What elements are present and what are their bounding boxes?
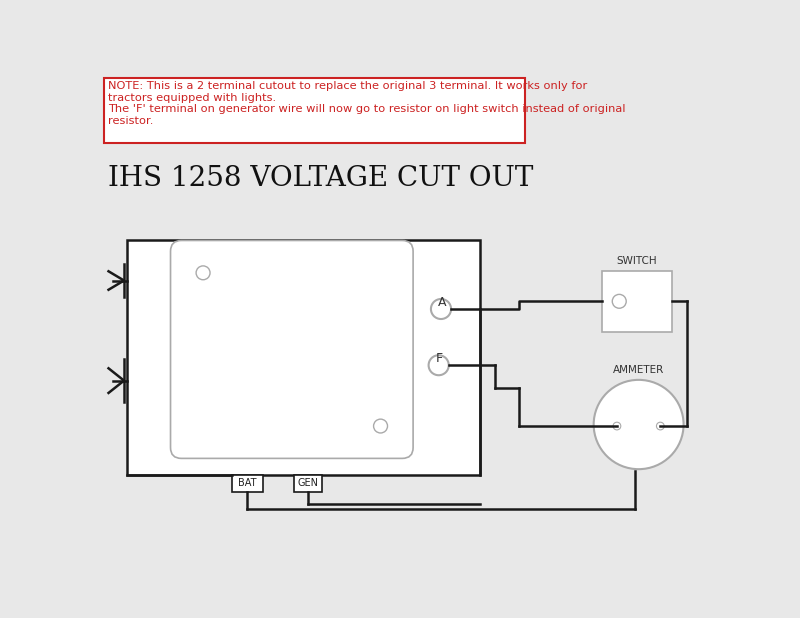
Circle shape xyxy=(431,299,451,319)
Text: SWITCH: SWITCH xyxy=(617,256,658,266)
Bar xyxy=(602,271,672,332)
Text: A: A xyxy=(438,296,446,309)
Text: BAT: BAT xyxy=(238,478,257,488)
Text: F: F xyxy=(435,352,442,365)
FancyBboxPatch shape xyxy=(170,240,413,459)
Circle shape xyxy=(657,422,664,430)
Bar xyxy=(104,78,525,143)
Circle shape xyxy=(594,380,683,469)
Circle shape xyxy=(374,419,387,433)
Circle shape xyxy=(613,422,621,430)
Circle shape xyxy=(612,294,626,308)
Text: AMMETER: AMMETER xyxy=(613,365,664,375)
Circle shape xyxy=(429,355,449,375)
Circle shape xyxy=(196,266,210,280)
Text: NOTE: This is a 2 terminal cutout to replace the original 3 terminal. It works o: NOTE: This is a 2 terminal cutout to rep… xyxy=(108,81,626,126)
Text: GEN: GEN xyxy=(298,478,318,488)
Bar xyxy=(232,475,262,491)
Text: IHS 1258 VOLTAGE CUT OUT: IHS 1258 VOLTAGE CUT OUT xyxy=(108,165,533,192)
Bar xyxy=(127,240,480,475)
Bar xyxy=(294,475,322,491)
